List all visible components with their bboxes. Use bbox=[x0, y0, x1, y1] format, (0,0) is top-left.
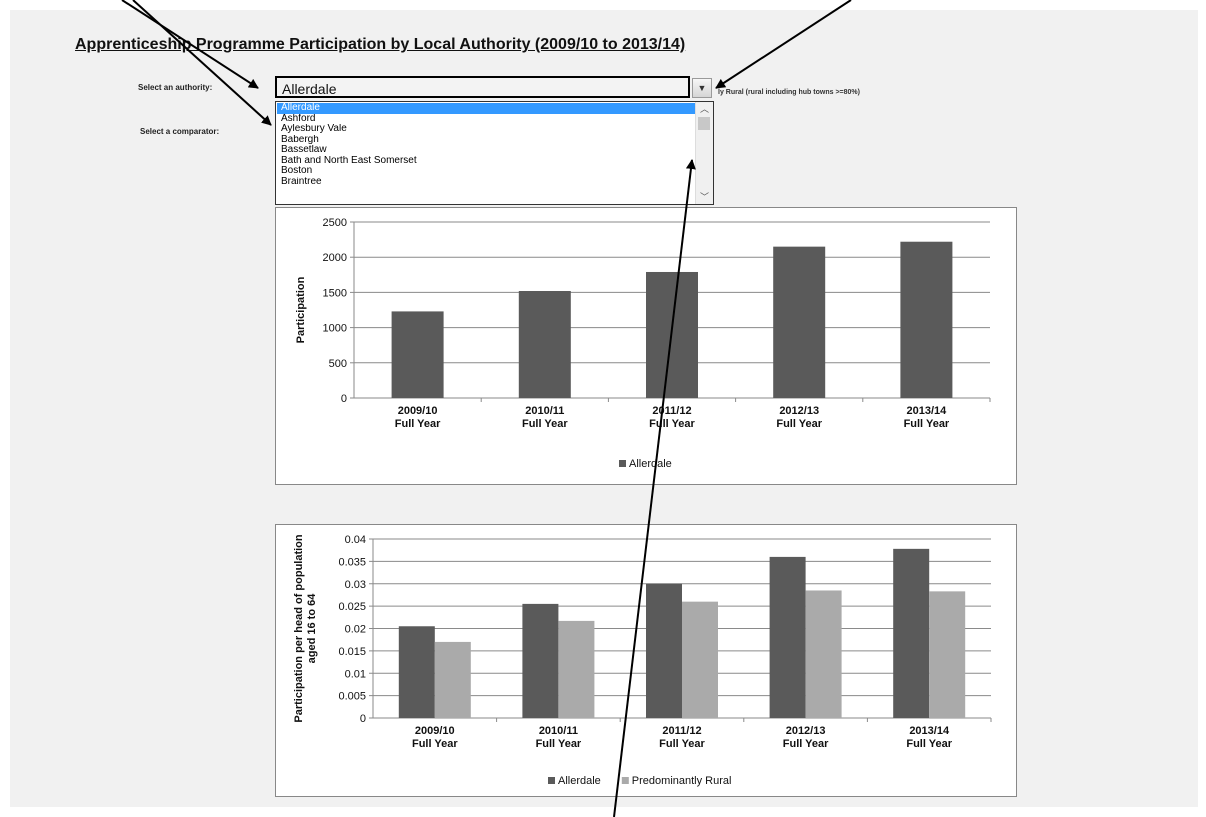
y-tick-label: 0 bbox=[341, 393, 347, 405]
bar-allerdale[interactable] bbox=[769, 556, 806, 718]
bar-predominantly-rural[interactable] bbox=[682, 601, 718, 718]
x-tick-label: 2011/12 bbox=[652, 405, 691, 417]
dropdown-item[interactable]: Boston bbox=[281, 166, 313, 176]
y-tick-label: 2000 bbox=[323, 252, 347, 264]
x-tick-label: Full Year bbox=[659, 738, 705, 750]
bar-allerdale[interactable] bbox=[522, 603, 559, 718]
y-tick-label: 0.02 bbox=[345, 624, 366, 636]
authority-dropdown-list[interactable]: Allerdale Ashford Aylesbury Vale Babergh Bas… bbox=[275, 101, 714, 205]
authority-label: Select an authority: bbox=[138, 83, 213, 92]
dropdown-item[interactable]: Braintree bbox=[281, 176, 322, 187]
x-tick-label: Full Year bbox=[906, 738, 952, 750]
y-tick-label: 0.035 bbox=[338, 556, 366, 568]
x-tick-label: 2009/10 bbox=[415, 725, 455, 737]
y-tick-label: 0 bbox=[360, 713, 366, 725]
bar-allerdale[interactable] bbox=[773, 246, 826, 398]
bar-predominantly-rural[interactable] bbox=[558, 620, 595, 718]
comparator-label: Select a comparator: bbox=[140, 127, 220, 136]
authority-combobox-value: Allerdale bbox=[282, 81, 337, 97]
dropdown-item[interactable]: Aylesbury Vale bbox=[281, 124, 347, 134]
y-tick-label: 2500 bbox=[323, 217, 347, 229]
x-tick-label: 2013/14 bbox=[909, 725, 950, 737]
y-tick-label: 0.025 bbox=[338, 601, 366, 613]
x-tick-label: Full Year bbox=[395, 418, 441, 430]
chevron-down-icon: ▼ bbox=[697, 83, 707, 93]
legend-label: Predominantly Rural bbox=[632, 775, 732, 787]
legend-swatch bbox=[619, 460, 626, 467]
bar-allerdale[interactable] bbox=[646, 583, 682, 718]
chart-svg: 0 0.005 0.01 0.015 0.02 0.025 0.03 0.035 0.04 200… bbox=[293, 534, 992, 787]
y-tick-label: 1500 bbox=[323, 287, 347, 299]
bar-predominantly-rural[interactable] bbox=[434, 641, 471, 718]
bar-predominantly-rural[interactable] bbox=[805, 590, 842, 718]
x-tick-label: 2013/14 bbox=[907, 405, 948, 417]
dropdown-item[interactable]: Bassetlaw bbox=[281, 145, 327, 155]
legend-swatch bbox=[621, 777, 629, 784]
x-tick-label: Full Year bbox=[776, 418, 822, 430]
y-tick-label: 0.005 bbox=[338, 691, 366, 703]
y-tick-label: 500 bbox=[329, 358, 347, 370]
dropdown-items: Allerdale Ashford Aylesbury Vale Babergh Bas… bbox=[277, 103, 695, 187]
y-tick-label: 1000 bbox=[323, 323, 347, 335]
participation-chart[interactable]: 0 500 1000 1500 2000 2500 2009/10 Full Year 2010… bbox=[275, 207, 1017, 485]
dropdown-item[interactable]: Ashford bbox=[281, 113, 316, 124]
bar-allerdale[interactable] bbox=[900, 241, 953, 398]
x-tick-label: Full Year bbox=[649, 418, 695, 430]
x-tick-label: Full Year bbox=[522, 418, 568, 430]
bar-allerdale[interactable] bbox=[893, 548, 930, 718]
dropdown-item[interactable]: Bath and North East Somerset bbox=[281, 155, 417, 166]
y-tick-label: 0.03 bbox=[345, 579, 366, 591]
x-tick-label: 2012/13 bbox=[786, 725, 826, 737]
bar-allerdale[interactable] bbox=[391, 311, 444, 398]
scroll-up-icon[interactable]: ︿ bbox=[699, 104, 709, 114]
x-tick-label: 2012/13 bbox=[779, 405, 819, 417]
x-tick-label: Full Year bbox=[904, 418, 950, 430]
bar-predominantly-rural[interactable] bbox=[929, 591, 966, 718]
bar-allerdale[interactable] bbox=[518, 290, 571, 398]
x-tick-label: 2010/11 bbox=[525, 405, 564, 417]
y-axis-title: Participation bbox=[295, 276, 307, 343]
x-tick-label: 2010/11 bbox=[539, 725, 578, 737]
bar-allerdale[interactable] bbox=[398, 626, 435, 718]
x-tick-label: Full Year bbox=[412, 738, 458, 750]
x-tick-label: Full Year bbox=[783, 738, 829, 750]
bar-allerdale[interactable] bbox=[646, 271, 698, 398]
x-tick-label: 2011/12 bbox=[662, 725, 701, 737]
y-tick-label: 0.04 bbox=[345, 534, 366, 546]
legend-label: Allerdale bbox=[558, 775, 601, 787]
x-tick-label: 2009/10 bbox=[398, 405, 438, 417]
authority-combobox[interactable]: Allerdale bbox=[275, 76, 690, 98]
legend-label: Allerdale bbox=[629, 458, 672, 470]
dropdown-scrollbar[interactable]: ︿ ﹀ bbox=[695, 102, 713, 204]
scroll-thumb[interactable] bbox=[698, 117, 710, 130]
y-tick-label: 0.015 bbox=[338, 646, 366, 658]
legend-swatch bbox=[548, 777, 555, 784]
comparator-value-partial: ly Rural (rural including hub towns >=80… bbox=[718, 89, 860, 96]
x-tick-label: Full Year bbox=[536, 738, 582, 750]
page-title: Apprenticeship Programme Participation b… bbox=[75, 36, 686, 53]
y-axis-title: aged 16 to 64 bbox=[306, 593, 318, 664]
y-axis-title: Participation per head of population bbox=[293, 534, 305, 723]
y-tick-label: 0.01 bbox=[345, 668, 366, 680]
scroll-down-icon[interactable]: ﹀ bbox=[699, 192, 709, 202]
participation-per-head-chart[interactable]: 0 0.005 0.01 0.015 0.02 0.025 0.03 0.035 0.04 200… bbox=[275, 524, 1017, 797]
authority-dropdown-button[interactable]: ▼ bbox=[692, 78, 712, 98]
dropdown-item[interactable]: Allerdale bbox=[277, 103, 695, 114]
dropdown-item[interactable]: Babergh bbox=[281, 134, 319, 145]
